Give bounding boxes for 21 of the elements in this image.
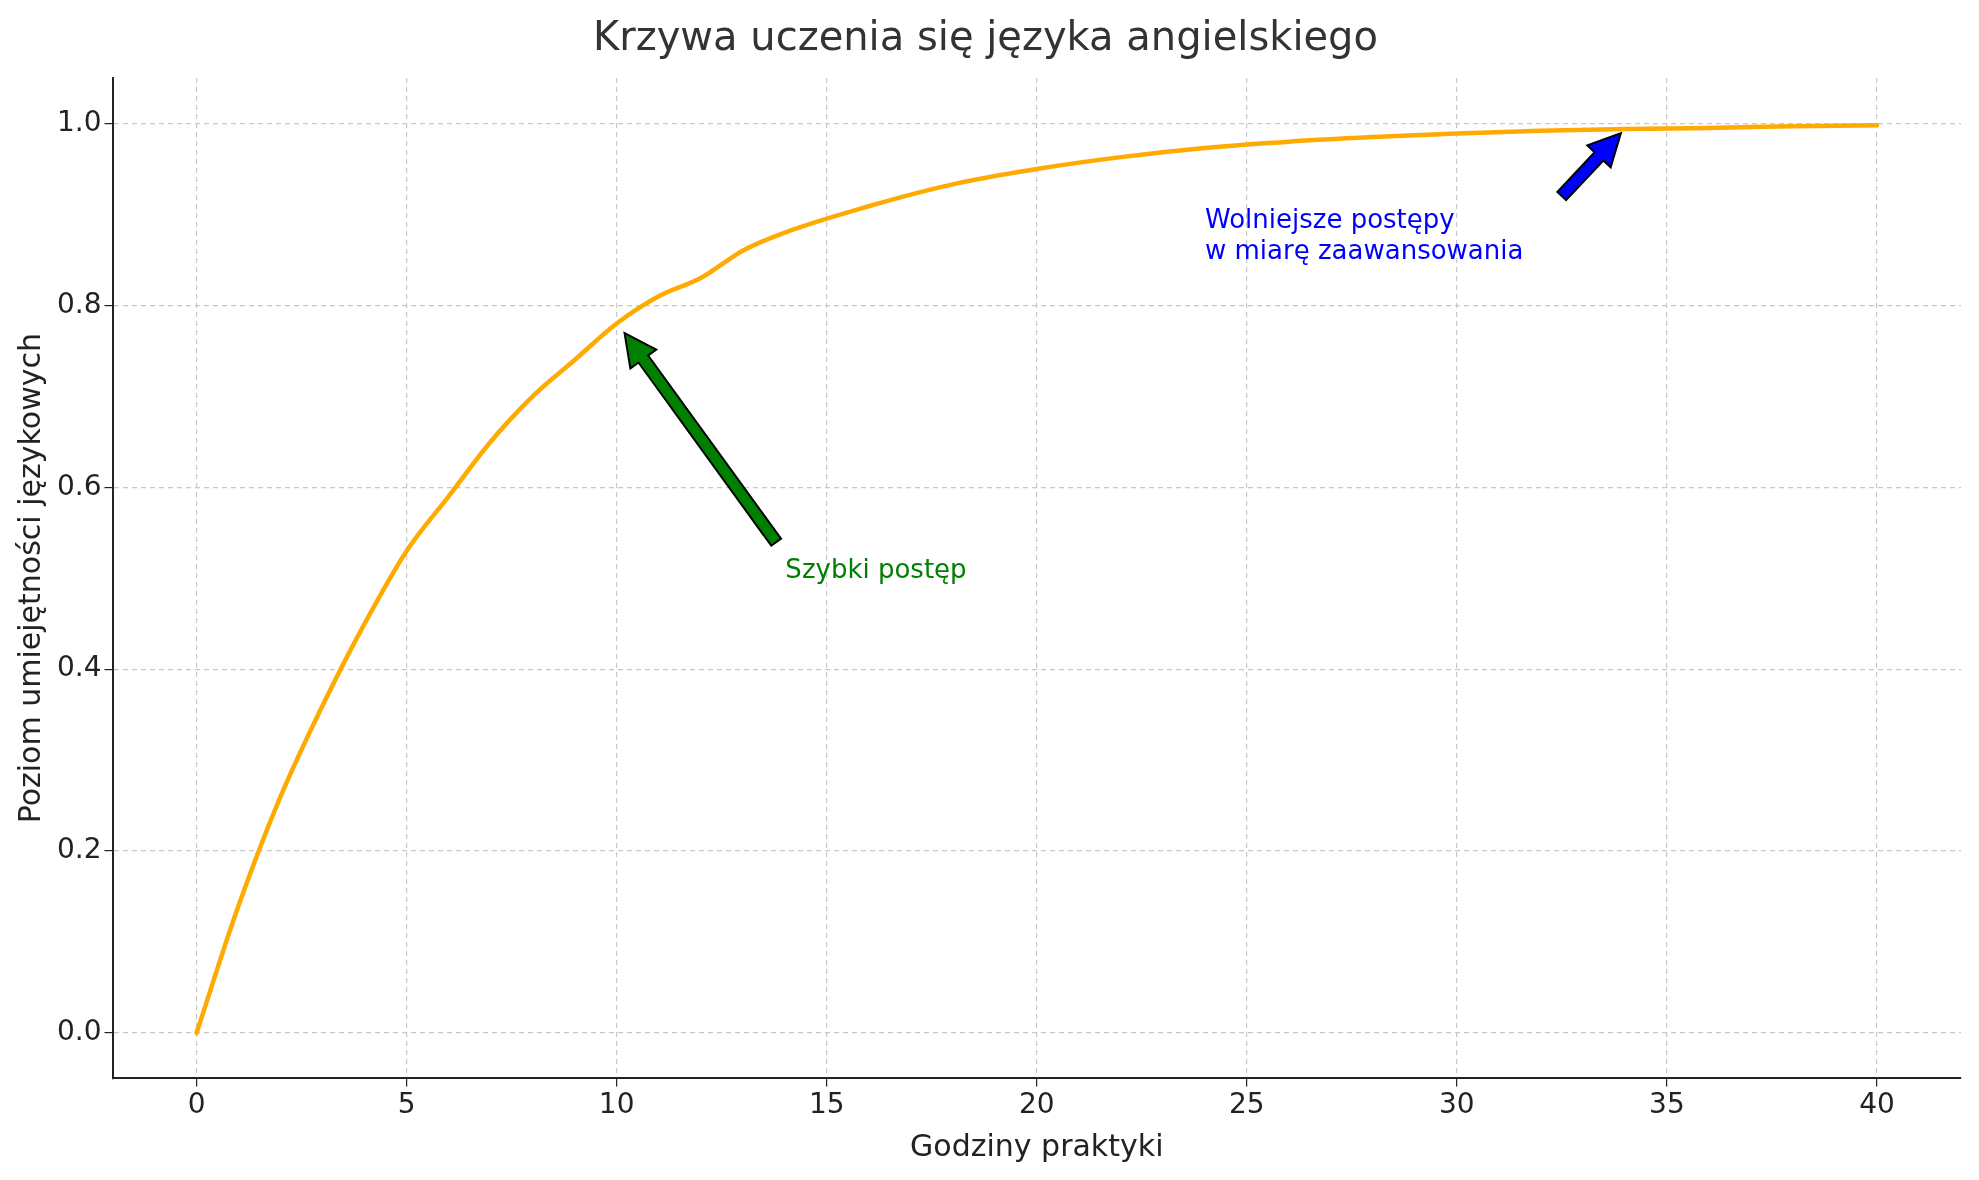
y-tick-label: 0.0 <box>57 1014 102 1048</box>
x-tick-label: 35 <box>1649 1087 1685 1121</box>
y-tick-label: 0.8 <box>57 286 102 320</box>
x-tick-label: 15 <box>808 1087 845 1121</box>
y-axis-title: Poziom umiejętności językowych <box>11 333 47 824</box>
x-tick-label: 10 <box>598 1087 635 1121</box>
y-tick-label: 0.2 <box>57 832 102 866</box>
annotation: Szybki postęp <box>785 553 967 584</box>
y-tick-label: 0.4 <box>57 650 102 684</box>
x-tick-label: 25 <box>1229 1087 1265 1121</box>
annotation: Wolniejsze postępy w miarę zaawansowania <box>1204 203 1524 265</box>
x-tick-label: 0 <box>187 1087 206 1121</box>
chart-title: Krzywa uczenia się języka angielskiego <box>593 13 1378 60</box>
x-tick-label: 30 <box>1439 1087 1475 1121</box>
x-tick-label: 5 <box>397 1087 416 1121</box>
y-tick-label: 0.6 <box>57 468 102 502</box>
line-series <box>194 123 1880 1036</box>
y-tick-label: 1.0 <box>57 104 102 138</box>
x-axis-title: Godziny praktyki <box>910 1127 1164 1163</box>
x-tick-label: 20 <box>1018 1087 1055 1121</box>
x-tick-label: 40 <box>1859 1087 1895 1121</box>
